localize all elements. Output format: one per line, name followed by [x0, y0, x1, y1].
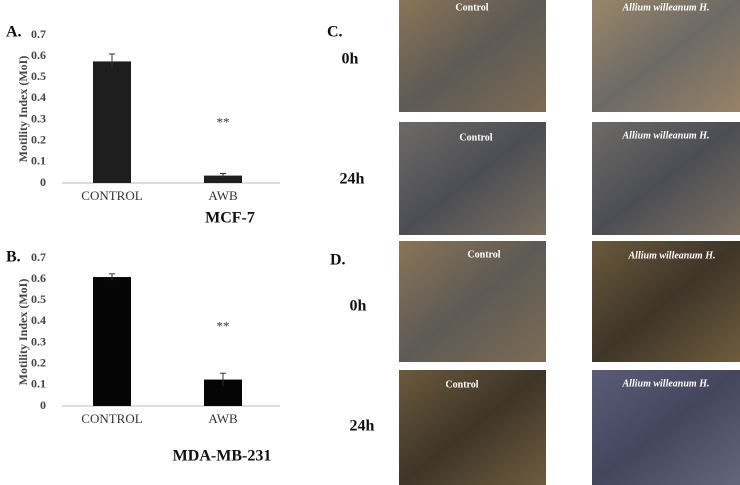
y-tick-label: 0.6	[31, 271, 46, 285]
error-bar	[220, 172, 226, 178]
bar	[204, 175, 242, 183]
x-tick-label: AWB	[208, 188, 238, 203]
image-label: Control	[455, 2, 488, 13]
error-bar	[109, 273, 115, 281]
x-tick-label: CONTROL	[81, 411, 142, 426]
image-label: Allium willeanum H.	[622, 2, 710, 13]
chart-subtitle: MCF-7	[205, 210, 255, 227]
y-tick-label: 0.3	[31, 334, 46, 348]
micrograph	[399, 370, 546, 485]
y-tick-label: 0	[40, 175, 46, 189]
y-tick-label: 0.4	[31, 313, 46, 327]
y-tick-label: 0.4	[31, 90, 46, 104]
error-bar	[109, 53, 115, 69]
panel-letter: A.	[6, 24, 22, 41]
time-label: 0h	[350, 298, 367, 315]
image-label: Control	[467, 249, 500, 260]
annotation: **	[217, 115, 230, 130]
x-tick-label: CONTROL	[81, 188, 142, 203]
images	[399, 0, 740, 485]
image-label: Control	[445, 379, 478, 390]
y-axis-label: Motility Index (MoI)	[16, 279, 30, 386]
micrograph	[592, 0, 740, 112]
y-tick-label: 0.5	[31, 292, 46, 306]
panel-letter: D.	[330, 252, 346, 269]
micrograph	[592, 241, 740, 362]
panel-letter: C.	[327, 24, 343, 41]
time-label: 0h	[342, 51, 359, 68]
y-axis-label: Motility Index (MoI)	[16, 56, 30, 163]
y-tick-label: 0.6	[31, 48, 46, 62]
annotation: **	[217, 319, 230, 334]
error-bar	[220, 372, 226, 386]
image-label: Allium willeanum H.	[622, 130, 710, 141]
chart-subtitle: MDA-MB-231	[173, 448, 272, 465]
panel-letter: B.	[6, 249, 21, 266]
y-tick-label: 0.7	[31, 27, 46, 41]
time-label: 24h	[340, 171, 365, 188]
micrograph	[399, 241, 546, 362]
micrograph	[399, 0, 546, 112]
micrograph	[592, 370, 740, 485]
y-tick-label: 0.3	[31, 111, 46, 125]
y-tick-label: 0.1	[31, 154, 46, 168]
bar	[93, 277, 131, 406]
bar	[93, 61, 131, 183]
time-label: 24h	[350, 418, 375, 435]
y-tick-label: 0.5	[31, 69, 46, 83]
y-tick-label: 0.7	[31, 250, 46, 264]
y-tick-label: 0.2	[31, 132, 46, 146]
micrograph	[592, 122, 740, 235]
micrograph	[399, 122, 546, 235]
x-tick-label: AWB	[208, 411, 238, 426]
y-tick-label: 0	[40, 398, 46, 412]
image-label: Control	[459, 132, 492, 143]
image-label: Allium willeanum H.	[628, 250, 716, 261]
y-tick-label: 0.1	[31, 377, 46, 391]
y-tick-label: 0.2	[31, 355, 46, 369]
image-label: Allium willeanum H.	[622, 378, 710, 389]
